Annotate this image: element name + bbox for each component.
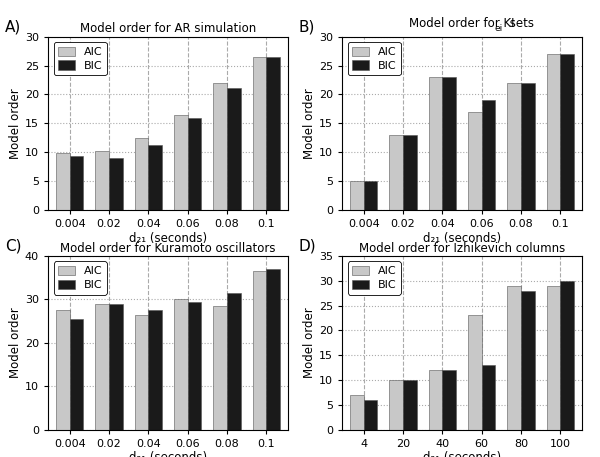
Bar <box>148 310 162 430</box>
Bar <box>188 117 202 210</box>
Bar <box>253 57 266 210</box>
Bar <box>507 286 521 430</box>
Bar <box>428 370 442 430</box>
Text: D): D) <box>299 239 316 254</box>
Bar <box>134 314 148 430</box>
Text: A): A) <box>5 19 21 34</box>
Legend: AIC, BIC: AIC, BIC <box>53 42 107 75</box>
Bar <box>109 158 123 210</box>
Bar <box>428 77 442 210</box>
Bar <box>227 293 241 430</box>
Legend: AIC, BIC: AIC, BIC <box>347 42 401 75</box>
Text: C): C) <box>5 239 22 254</box>
Bar <box>148 145 162 210</box>
Bar <box>174 299 188 430</box>
Bar <box>442 370 456 430</box>
Bar <box>134 138 148 210</box>
Bar <box>521 83 535 210</box>
Bar <box>482 100 496 210</box>
Bar <box>350 181 364 210</box>
Y-axis label: Model order: Model order <box>303 88 316 159</box>
X-axis label: d₂₁ (seconds): d₂₁ (seconds) <box>129 452 207 457</box>
Text: ei: ei <box>494 24 503 33</box>
Bar <box>389 380 403 430</box>
Bar <box>364 400 377 430</box>
Bar <box>468 112 482 210</box>
Bar <box>95 151 109 210</box>
X-axis label: d₂₁ (seconds): d₂₁ (seconds) <box>129 232 207 245</box>
Bar <box>482 365 496 430</box>
Bar <box>266 269 280 430</box>
Bar <box>266 57 280 210</box>
Bar <box>188 302 202 430</box>
X-axis label: d₂₁ (seconds): d₂₁ (seconds) <box>423 452 501 457</box>
Bar <box>70 319 83 430</box>
Bar <box>442 77 456 210</box>
Title: Model order for Kuramoto oscillators: Model order for Kuramoto oscillators <box>60 242 276 255</box>
Y-axis label: Model order: Model order <box>9 308 22 378</box>
Bar <box>507 83 521 210</box>
Y-axis label: Model order: Model order <box>303 308 316 378</box>
Bar <box>521 291 535 430</box>
Title: Model order for Izhikevich columns: Model order for Izhikevich columns <box>359 242 565 255</box>
Bar <box>253 271 266 430</box>
Bar <box>213 83 227 210</box>
Y-axis label: Model order: Model order <box>9 88 22 159</box>
Bar <box>350 395 364 430</box>
X-axis label: d₂₁ (seconds): d₂₁ (seconds) <box>423 232 501 245</box>
Text: Model order for KI: Model order for KI <box>409 17 515 31</box>
Bar <box>174 115 188 210</box>
Bar <box>403 380 417 430</box>
Bar <box>364 181 377 210</box>
Legend: AIC, BIC: AIC, BIC <box>53 261 107 295</box>
Text: B): B) <box>299 19 315 34</box>
Bar <box>95 303 109 430</box>
Bar <box>389 135 403 210</box>
Bar <box>547 286 560 430</box>
Bar <box>70 156 83 210</box>
Bar <box>560 281 574 430</box>
Bar <box>468 315 482 430</box>
Bar <box>213 306 227 430</box>
Bar <box>403 135 417 210</box>
Legend: AIC, BIC: AIC, BIC <box>347 261 401 295</box>
Bar <box>109 303 123 430</box>
Bar <box>547 54 560 210</box>
Bar <box>56 310 70 430</box>
Text: sets: sets <box>506 17 535 31</box>
Bar <box>56 154 70 210</box>
Bar <box>227 87 241 210</box>
Bar <box>560 54 574 210</box>
Title: Model order for AR simulation: Model order for AR simulation <box>80 22 256 35</box>
